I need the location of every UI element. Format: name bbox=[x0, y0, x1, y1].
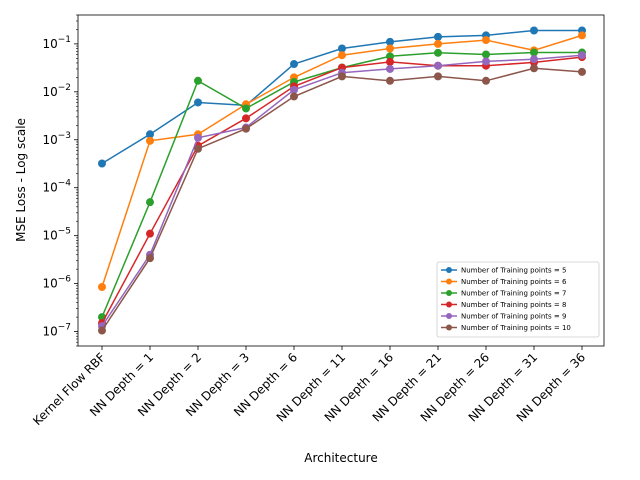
data-point bbox=[386, 57, 394, 66]
data-point bbox=[98, 159, 106, 168]
data-point bbox=[194, 144, 202, 153]
plot-frame bbox=[77, 14, 605, 347]
y-tick-label: 10−4 bbox=[42, 179, 71, 195]
data-point bbox=[482, 50, 490, 59]
legend-item: Number of Training points = 6 bbox=[441, 278, 567, 286]
data-point bbox=[146, 198, 154, 207]
y-axis-label: MSE Loss - Log scale bbox=[14, 118, 28, 242]
data-point bbox=[434, 32, 442, 41]
data-point bbox=[530, 64, 538, 73]
data-point bbox=[434, 48, 442, 57]
data-point bbox=[338, 44, 346, 53]
y-tick-label: 10−6 bbox=[42, 275, 71, 291]
data-point bbox=[98, 283, 106, 292]
legend-label: Number of Training points = 10 bbox=[461, 324, 571, 332]
legend-item: Number of Training points = 9 bbox=[441, 313, 566, 321]
data-point bbox=[242, 114, 250, 123]
y-tick-label: 10−3 bbox=[42, 131, 71, 147]
y-tick-label: 10−1 bbox=[42, 35, 71, 51]
data-point bbox=[530, 48, 538, 57]
x-axis-label: Architecture bbox=[304, 451, 377, 465]
legend-item: Number of Training points = 7 bbox=[441, 290, 566, 298]
y-tick-label: 10−5 bbox=[42, 227, 71, 243]
data-point bbox=[386, 64, 394, 73]
data-point bbox=[482, 76, 490, 85]
data-point bbox=[482, 57, 490, 66]
data-point bbox=[530, 26, 538, 35]
data-point bbox=[482, 36, 490, 45]
series-layer bbox=[98, 26, 586, 335]
legend-box bbox=[436, 261, 600, 338]
data-point bbox=[338, 72, 346, 81]
data-point bbox=[146, 130, 154, 139]
data-point bbox=[578, 51, 586, 60]
legend-label: Number of Training points = 7 bbox=[461, 290, 566, 298]
legend-label: Number of Training points = 9 bbox=[461, 313, 566, 321]
data-point bbox=[290, 85, 298, 94]
data-point bbox=[434, 72, 442, 81]
data-point bbox=[578, 67, 586, 76]
legend-label: Number of Training points = 8 bbox=[461, 301, 566, 309]
data-point bbox=[386, 52, 394, 61]
y-tick-label: 10−2 bbox=[42, 83, 71, 99]
data-point bbox=[386, 37, 394, 46]
data-point bbox=[386, 44, 394, 53]
data-point bbox=[242, 124, 250, 133]
legend-marker bbox=[446, 290, 452, 296]
legend-label: Number of Training points = 5 bbox=[461, 267, 566, 275]
data-point bbox=[146, 229, 154, 238]
legend: Number of Training points = 5 Number of T… bbox=[436, 261, 600, 338]
y-axis-ticks: 10−7 10−6 10−5 10−4 10−3 10−2 10−1 bbox=[42, 14, 78, 347]
data-point bbox=[290, 92, 298, 101]
series-6 bbox=[98, 64, 586, 335]
legend-marker bbox=[446, 301, 452, 308]
data-point bbox=[578, 31, 586, 40]
data-point bbox=[290, 60, 298, 69]
data-point bbox=[242, 104, 250, 113]
data-point bbox=[434, 39, 442, 48]
legend-marker bbox=[446, 324, 452, 331]
data-point bbox=[434, 61, 442, 70]
data-point bbox=[194, 98, 202, 107]
legend-marker bbox=[446, 267, 452, 273]
y-tick-label: 10−7 bbox=[42, 323, 71, 339]
legend-item: Number of Training points = 5 bbox=[441, 267, 566, 275]
legend-item: Number of Training points = 8 bbox=[441, 301, 566, 309]
series-1 bbox=[98, 26, 586, 168]
data-point bbox=[194, 133, 202, 142]
legend-item: Number of Training points = 10 bbox=[441, 324, 571, 332]
legend-marker bbox=[446, 278, 452, 285]
legend-marker bbox=[446, 313, 452, 319]
data-point bbox=[530, 55, 538, 64]
plot-area-border bbox=[77, 14, 605, 347]
legend-label: Number of Training points = 6 bbox=[461, 278, 567, 286]
data-point bbox=[338, 51, 346, 60]
data-point bbox=[194, 76, 202, 85]
data-point bbox=[146, 254, 154, 263]
data-point bbox=[98, 326, 106, 335]
data-point bbox=[146, 136, 154, 145]
data-point bbox=[386, 76, 394, 85]
